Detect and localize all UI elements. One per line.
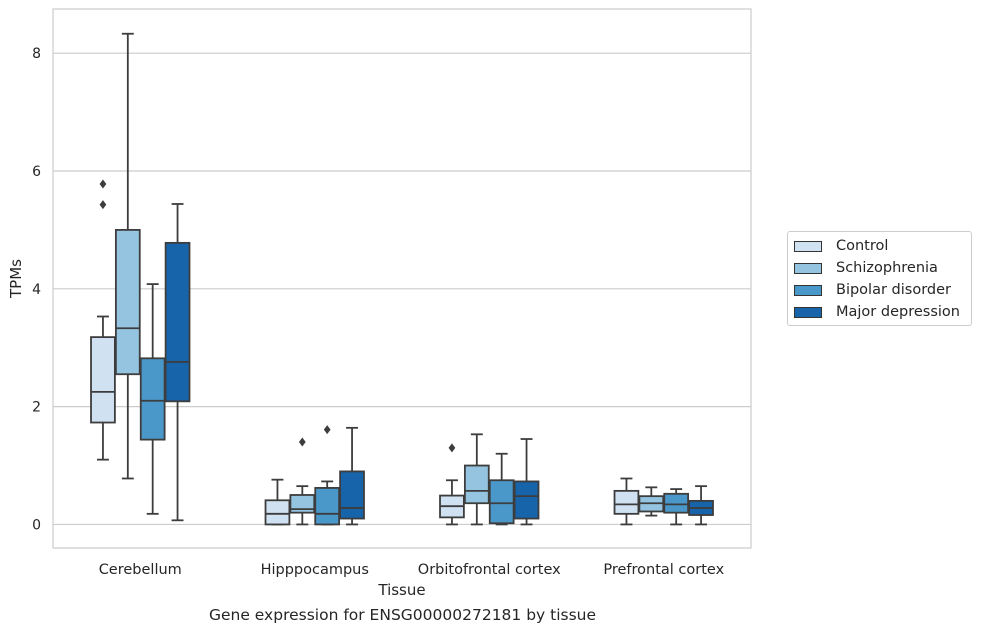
box-bipolar-disorder <box>488 452 515 526</box>
box-major-depression <box>164 203 191 522</box>
legend-swatch-bipolar-disorder <box>794 284 822 296</box>
box <box>114 229 141 376</box>
box-schizophrenia <box>289 437 316 526</box>
x-tick-label: Orbitofrontal cortex <box>418 562 561 578</box>
box-bipolar-disorder <box>663 488 690 526</box>
box-plots <box>90 32 714 526</box>
legend-swatch-control <box>794 240 822 252</box>
plot-area <box>52 8 752 549</box>
box-bipolar-disorder <box>314 425 341 526</box>
outlier-point <box>99 179 107 189</box>
box-control <box>439 443 465 526</box>
legend: Control Schizophrenia Bipolar disorder M… <box>787 231 972 326</box>
legend-label: Schizophrenia <box>836 260 938 276</box>
box <box>488 479 515 525</box>
x-tick-label: Hipppocampus <box>261 562 369 578</box>
box-control <box>264 478 291 526</box>
box <box>139 357 166 441</box>
box-major-depression <box>339 426 365 526</box>
x-tick-labels: Cerebellum Hipppocampus Orbitofrontal cort… <box>99 562 725 578</box>
y-tick-label: 6 <box>32 164 41 180</box>
y-tick-label: 4 <box>32 282 41 298</box>
box <box>90 336 116 424</box>
box-schizophrenia <box>638 486 665 517</box>
box-control <box>90 179 116 461</box>
box <box>613 489 640 515</box>
legend-label: Control <box>836 238 889 254</box>
box-major-depression <box>513 438 540 526</box>
legend-item-major-depression: Major depression <box>794 302 960 322</box>
box-control <box>613 477 640 526</box>
y-tick-label: 0 <box>32 517 41 533</box>
box <box>663 492 690 514</box>
box-schizophrenia <box>463 433 490 526</box>
y-tick-labels: 0 2 4 6 8 <box>32 46 41 533</box>
box <box>339 470 365 520</box>
legend-swatch-major-depression <box>794 306 822 318</box>
y-axis-label: TPMs <box>7 259 25 299</box>
x-tick-label: Cerebellum <box>99 562 182 578</box>
legend-item-schizophrenia: Schizophrenia <box>794 258 938 278</box>
y-tick-label: 8 <box>32 46 41 62</box>
box <box>264 499 291 526</box>
legend-swatch-schizophrenia <box>794 262 822 274</box>
legend-label: Bipolar disorder <box>836 282 951 298</box>
outlier-point <box>323 425 331 435</box>
y-tick-label: 2 <box>32 400 41 416</box>
legend-label: Major depression <box>836 304 960 320</box>
box-schizophrenia <box>114 32 141 480</box>
x-axis-label: Tissue <box>377 581 425 599</box>
outlier-point <box>99 200 107 210</box>
box <box>463 464 490 505</box>
box <box>513 480 540 520</box>
chart-caption: Gene expression for ENSG00000272181 by t… <box>208 606 597 624</box>
box-major-depression <box>688 485 714 526</box>
outlier-point <box>298 437 306 447</box>
box <box>164 241 191 403</box>
outlier-point <box>448 443 456 453</box>
box <box>314 487 341 526</box>
box-bipolar-disorder <box>139 283 166 515</box>
legend-item-control: Control <box>794 236 888 256</box>
x-tick-label: Prefrontal cortex <box>603 562 724 578</box>
legend-item-bipolar-disorder: Bipolar disorder <box>794 280 951 300</box>
